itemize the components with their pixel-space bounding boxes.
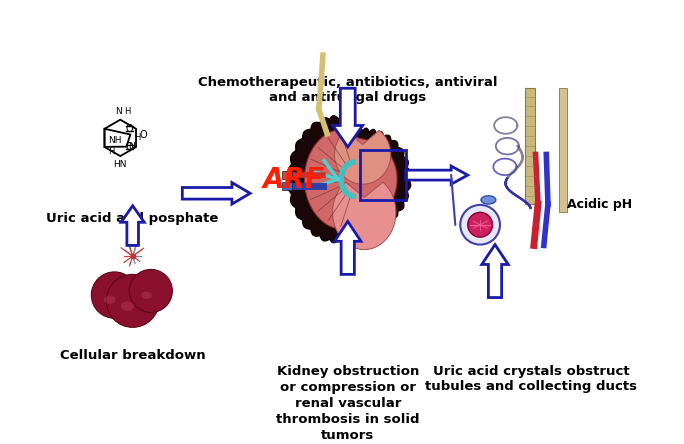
Circle shape [468,212,492,237]
Polygon shape [121,206,144,246]
Circle shape [129,270,172,313]
Ellipse shape [141,291,152,299]
Ellipse shape [121,301,134,311]
Polygon shape [334,131,391,184]
Text: Uric acid and posphate: Uric acid and posphate [47,212,219,226]
Bar [360,151,406,200]
Bar [559,88,567,212]
Text: Uric acid crystals obstruct
tubules and collecting ducts: Uric acid crystals obstruct tubules and … [425,365,637,393]
Text: Cellular breakdown: Cellular breakdown [60,349,205,362]
Polygon shape [332,182,396,250]
Ellipse shape [104,296,116,304]
Text: Kidney obstruction
or compression or
renal vascular
thrombosis in solid
tumors: Kidney obstruction or compression or ren… [276,365,419,442]
Text: O: O [126,124,133,134]
Text: Chemotherapeutic, antibiotics, antiviral
and antifungal drugs: Chemotherapeutic, antibiotics, antiviral… [198,76,497,104]
Polygon shape [183,182,250,204]
Polygon shape [288,116,410,243]
Circle shape [91,272,137,318]
Polygon shape [482,245,508,297]
Polygon shape [406,166,468,184]
Text: O: O [126,142,133,152]
Circle shape [460,205,500,245]
Text: O: O [140,130,147,139]
Text: H: H [108,147,114,156]
Text: H: H [124,107,130,116]
Bar [282,171,291,179]
Bar [282,182,291,190]
Circle shape [106,274,159,327]
Text: HN: HN [114,160,127,169]
Text: ARF: ARF [263,166,325,194]
Text: Acidic pH: Acidic pH [567,198,632,210]
Polygon shape [334,222,361,274]
Text: H: H [134,133,140,143]
Polygon shape [333,88,363,147]
Ellipse shape [481,196,496,204]
Text: N: N [128,142,135,151]
Polygon shape [304,130,397,229]
Text: NH: NH [109,135,122,145]
Bar [525,88,535,204]
Text: N: N [115,107,122,116]
